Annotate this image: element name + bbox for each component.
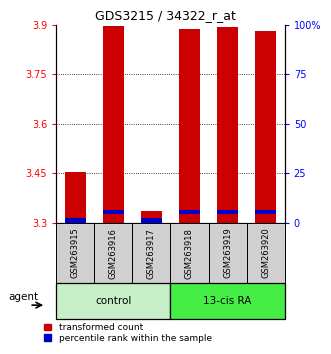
Bar: [255, 211, 276, 215]
Text: GSM263917: GSM263917: [147, 228, 156, 279]
Bar: [103, 211, 124, 215]
Text: GSM263919: GSM263919: [223, 228, 232, 279]
Text: control: control: [95, 296, 131, 306]
Bar: [65, 172, 86, 223]
Bar: [170, 283, 285, 319]
Bar: [103, 27, 124, 223]
Bar: [56, 283, 170, 319]
Bar: [141, 218, 162, 223]
Bar: [179, 29, 200, 223]
Bar: [209, 223, 247, 283]
Bar: [132, 223, 170, 283]
Bar: [247, 223, 285, 283]
Bar: [217, 211, 238, 215]
Text: GSM263916: GSM263916: [109, 228, 118, 279]
Bar: [141, 211, 162, 223]
Text: agent: agent: [9, 292, 39, 302]
Bar: [170, 223, 209, 283]
Bar: [255, 31, 276, 223]
Legend: transformed count, percentile rank within the sample: transformed count, percentile rank withi…: [44, 323, 212, 343]
Bar: [56, 223, 94, 283]
Text: GSM263915: GSM263915: [71, 228, 80, 279]
Bar: [65, 218, 86, 223]
Text: GSM263918: GSM263918: [185, 228, 194, 279]
Bar: [217, 27, 238, 223]
Text: GDS3215 / 34322_r_at: GDS3215 / 34322_r_at: [95, 9, 236, 22]
Bar: [179, 211, 200, 215]
Bar: [94, 223, 132, 283]
Text: 13-cis RA: 13-cis RA: [203, 296, 252, 306]
Text: GSM263920: GSM263920: [261, 228, 270, 279]
